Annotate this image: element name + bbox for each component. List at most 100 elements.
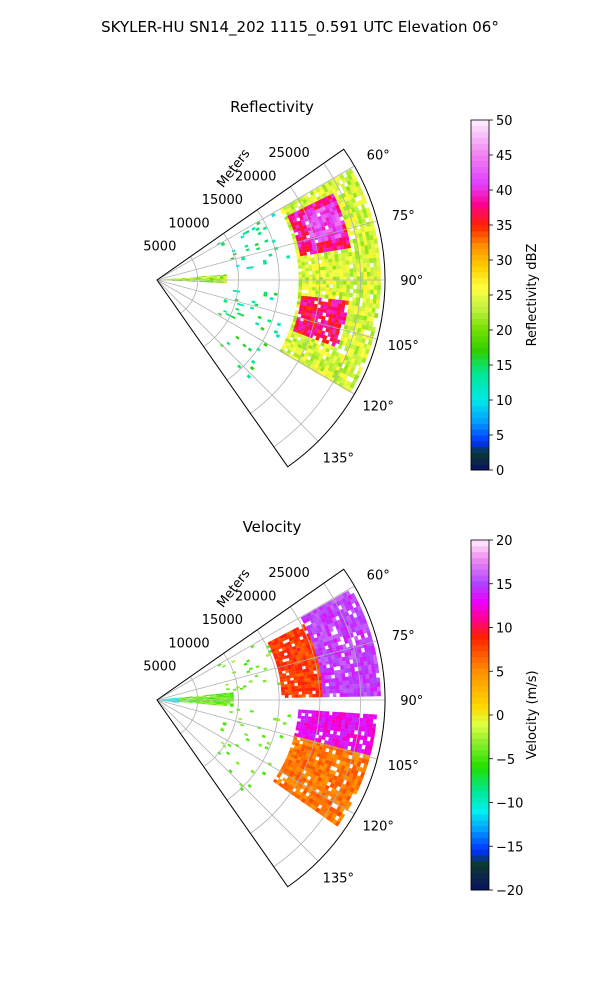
velocity-cell (356, 692, 361, 697)
velocity-cell (368, 669, 373, 675)
reflectivity-cell (289, 220, 295, 225)
reflectivity-cell (297, 262, 302, 266)
velocity-cell (328, 627, 334, 633)
velocity-cell (222, 664, 226, 668)
velocity-cell (328, 715, 333, 720)
velocity-cell (182, 700, 186, 702)
reflectivity-cell (370, 225, 376, 231)
velocity-azimuth-tick-label: 135° (323, 871, 354, 886)
velocity-cell (349, 712, 354, 718)
reflectivity-cell (305, 332, 311, 338)
velocity-cell (209, 702, 214, 704)
reflectivity-cell (320, 237, 326, 243)
velocity-cell (365, 651, 370, 657)
reflectivity-cell (308, 312, 313, 317)
reflectivity-cell (353, 242, 358, 248)
velocity-cell (178, 701, 183, 702)
reflectivity-cell (370, 271, 375, 277)
velocity-cell (320, 642, 325, 648)
velocity-cell (317, 635, 323, 641)
reflectivity-cell (338, 319, 343, 325)
velocity-cell (327, 722, 332, 727)
velocity-cell (331, 658, 337, 664)
reflectivity-cell (341, 332, 347, 338)
velocity-cell (301, 762, 307, 767)
velocity-colorbar-swatch (471, 837, 489, 844)
velocity-cell (287, 752, 292, 757)
reflectivity-cell (289, 327, 294, 332)
reflectivity-cell (343, 324, 349, 330)
velocity-cell (299, 628, 305, 633)
velocity-cell (287, 680, 291, 685)
velocity-cell (325, 804, 331, 810)
velocity-cell (185, 697, 190, 699)
velocity-cell (364, 727, 369, 733)
velocity-cell (304, 661, 309, 666)
reflectivity-cell (349, 292, 354, 298)
reflectivity-cell (300, 258, 305, 263)
velocity-cell (322, 788, 328, 794)
reflectivity-cell (305, 267, 309, 272)
velocity-cell (223, 703, 227, 705)
velocity-cell (362, 713, 367, 719)
reflectivity-cell (377, 266, 381, 272)
reflectivity-cell (356, 280, 361, 286)
reflectivity-cell (307, 241, 312, 246)
velocity-cell (328, 737, 333, 742)
velocity-cell (332, 784, 338, 790)
velocity-colorbar-swatch (471, 674, 489, 681)
reflectivity-cell (223, 274, 227, 277)
reflectivity-cell (311, 194, 317, 200)
velocity-cell (330, 598, 336, 605)
velocity-colorbar-swatch (471, 825, 489, 833)
reflectivity-cell (340, 249, 345, 254)
reflectivity-cell (357, 214, 362, 221)
reflectivity-cell (345, 213, 351, 220)
reflectivity-cell (337, 221, 343, 226)
velocity-cell (356, 780, 362, 787)
reflectivity-cell (306, 223, 311, 229)
velocity-cell (239, 786, 244, 792)
velocity-cell (310, 790, 316, 796)
reflectivity-cell (375, 248, 380, 254)
reflectivity-cell (334, 234, 339, 240)
reflectivity-cell (331, 254, 336, 259)
reflectivity-cell (249, 266, 254, 269)
reflectivity-cell (370, 285, 374, 290)
reflectivity-cell (338, 295, 343, 301)
reflectivity-cell (311, 290, 316, 294)
reflectivity-cell (223, 277, 227, 279)
reflectivity-cell (301, 342, 307, 347)
velocity-cell (308, 710, 313, 714)
reflectivity-cell (256, 347, 261, 352)
velocity-cell (364, 665, 369, 671)
reflectivity-cell (305, 245, 310, 250)
velocity-cell (175, 700, 180, 702)
velocity-colorbar-swatch (471, 726, 489, 733)
reflectivity-cell (216, 277, 221, 279)
reflectivity-colorbar-label: Reflectivity dBZ (525, 244, 540, 347)
reflectivity-cell (338, 224, 344, 230)
velocity-cell (356, 605, 362, 612)
velocity-cell (287, 653, 293, 658)
velocity-cell (302, 725, 307, 730)
velocity-azimuth-tick-label: 60° (367, 569, 390, 584)
velocity-cell (321, 758, 327, 764)
reflectivity-cell (251, 226, 256, 231)
velocity-cell (298, 688, 302, 692)
reflectivity-cell (338, 212, 343, 218)
velocity-cell (328, 682, 333, 687)
velocity-cell (206, 698, 210, 700)
reflectivity-cell (364, 245, 369, 251)
reflectivity-cell (332, 346, 338, 352)
reflectivity-cell (325, 370, 331, 376)
velocity-cell (247, 783, 252, 789)
reflectivity-cell (361, 306, 366, 312)
velocity-cell (329, 757, 334, 762)
reflectivity-cell (346, 268, 350, 273)
reflectivity-cell (297, 212, 303, 218)
reflectivity-cell (373, 262, 378, 268)
reflectivity-cell (349, 367, 355, 374)
reflectivity-cell (356, 360, 362, 367)
velocity-cell (288, 656, 293, 661)
